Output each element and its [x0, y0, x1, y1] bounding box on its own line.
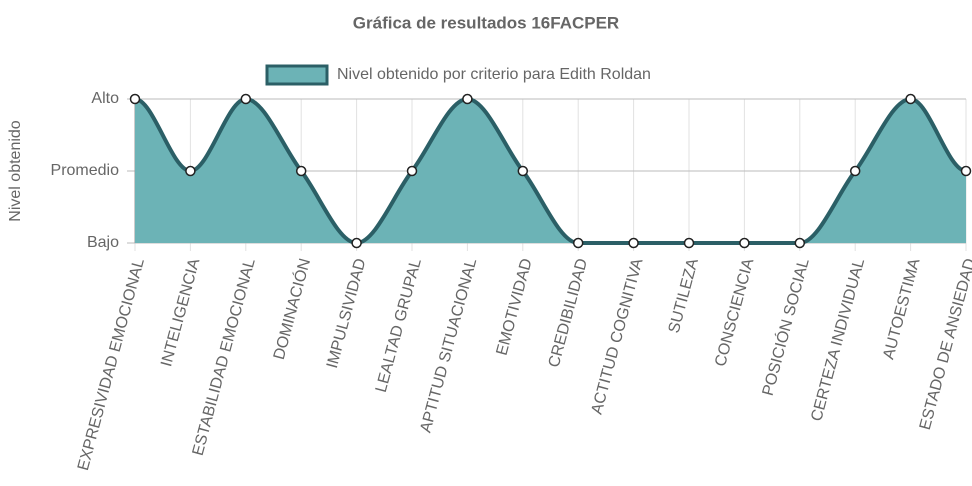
x-tick-label: AUTOESTIMA: [880, 256, 923, 361]
y-tick-label: Promedio: [51, 162, 120, 179]
x-tick-label: ESTABILIDAD EMOCIONAL: [190, 257, 259, 458]
point: [960, 165, 972, 177]
x-tick-label: EMOTIVIDAD: [494, 257, 536, 358]
x-tick-label: ESTADO DE ANSIEDAD: [917, 257, 972, 432]
point: [295, 165, 307, 177]
x-tick-label: CERTEZA INDIVIDUAL: [808, 257, 868, 424]
point: [351, 237, 362, 249]
point: [572, 237, 584, 249]
point: [129, 93, 141, 105]
point: [739, 237, 750, 249]
legend-swatch: [265, 64, 329, 86]
x-tick-label: CONSCIENCIA: [712, 256, 757, 368]
x-tick-label: ACTITUD COGNITIVA: [589, 256, 647, 416]
point: [462, 93, 473, 105]
y-tick-label: Bajo: [87, 234, 119, 251]
legend: Nivel obtenido por criterio para Edith R…: [265, 64, 651, 86]
legend-label: Nivel obtenido por criterio para Edith R…: [337, 66, 651, 83]
point: [240, 93, 252, 105]
chart-title: Gráfica de resultados 16FACPER: [353, 13, 619, 32]
point: [905, 93, 916, 105]
point: [794, 237, 806, 249]
x-tick-label: CREDIBILIDAD: [546, 257, 591, 370]
point: [406, 165, 418, 177]
x-tick-label: LEALTAD GRUPAL: [373, 257, 425, 395]
y-tick-label: Alto: [91, 90, 119, 107]
point: [628, 237, 639, 249]
x-tick-label: INTELIGENCIA: [158, 256, 203, 368]
point: [185, 165, 196, 177]
point: [517, 165, 529, 177]
point: [683, 237, 695, 249]
x-tick-label: DOMINACIÓN: [269, 256, 314, 361]
x-tick-label: APTITUD SITUACIONAL: [417, 257, 480, 435]
x-tick-label: IMPULSIVIDAD: [324, 257, 370, 370]
point: [849, 165, 861, 177]
x-tick-label: EXPRESIVIDAD EMOCIONAL: [75, 257, 148, 473]
x-tick-label: SUTILEZA: [666, 256, 702, 335]
y-axis-title: Nivel obtenido: [7, 120, 24, 222]
x-tick-label: POSICIÓN SOCIAL: [758, 256, 813, 398]
